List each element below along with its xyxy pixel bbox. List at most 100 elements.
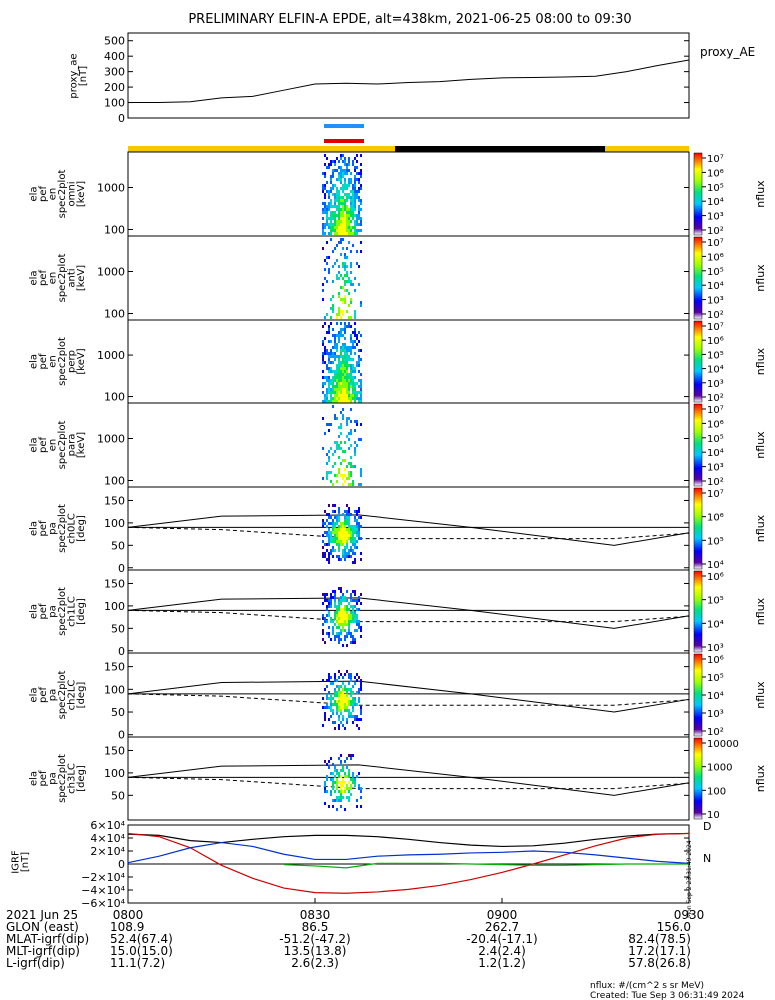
colorbar-tick-label: 10⁵ [707,434,724,445]
spectrogram-pixel [332,504,334,507]
spectrogram-frame [127,486,690,571]
spectrogram-pixel [322,187,324,190]
spectrogram-pixel [328,193,330,196]
spectrogram-pixel [344,688,346,691]
spectrogram-pixel [360,304,362,307]
spectrogram-pixel [338,367,340,370]
spectrogram-pixel [348,220,350,223]
spectrogram-pixel [356,513,358,516]
spectrogram-pixel [322,477,324,480]
spectrogram-pixel [338,519,340,522]
spectrogram-pixel [342,483,344,486]
spectrogram-pixel [342,172,344,175]
spectrogram-pixel [334,193,336,196]
spectrogram-pixel [340,397,342,400]
spectrogram-pixel [342,608,344,611]
spectrogram-pixel [350,352,352,355]
spectrogram-pixel [342,205,344,208]
spectrogram-pixel [342,211,344,214]
spectrogram-pixel [332,304,334,307]
colorbar-tick-label: 10⁷ [707,405,724,416]
spectrogram-pixel [340,199,342,202]
spectrogram-pixel [346,555,348,558]
spectrogram-pixel [336,787,338,790]
x-tick-label: 0930 [674,908,705,922]
spectrogram-pixel [332,549,334,552]
spectrogram-pixel [328,376,330,379]
spectrogram-pixel [348,474,350,477]
spectrogram-pixel [356,602,358,605]
spectrogram-pixel [338,757,340,760]
spectrogram-pixel [348,364,350,367]
spectrogram-pixel [338,608,340,611]
igrf-tick-label: −4×10⁴ [81,884,125,897]
spectrogram-pixel [344,546,346,549]
spectrogram-pixel [360,199,362,202]
spectrogram-pixel [344,537,346,540]
spectrogram-pixel [328,268,330,271]
spectrogram-pixel [334,679,336,682]
x-row-value: 15.0(15.0) [110,944,173,958]
spectrogram-pixel [334,223,336,226]
spectrogram-pixel [338,715,340,718]
spectrogram-pixel [344,355,346,358]
spectrogram-pixel [350,385,352,388]
spectrogram-pixel [340,474,342,477]
spectrogram-pixel [334,590,336,593]
spectrogram-pixel [350,429,352,432]
spectrogram-pixel [340,423,342,426]
spectrogram-pixel [344,208,346,211]
y-axis-label-line: para [66,434,77,457]
y-axis-label-line: ela [28,270,39,285]
spectrogram-pixel [342,626,344,629]
spectrogram-pixel [324,211,326,214]
spectrogram-pixel [344,373,346,376]
spectrogram-pixel [328,232,330,235]
spectrogram-pixel [342,694,344,697]
loss-cone-line [127,764,690,796]
spectrogram-pixel [356,724,358,727]
x-row-value: 52.4(67.4) [110,932,173,946]
ae-y-tick-label: 0 [118,112,125,125]
spectrogram-pixel [336,685,338,688]
spectrogram-pixel [360,438,362,441]
spectrogram-pixel [354,310,356,313]
spectrogram-pixel [332,397,334,400]
spectrogram-pixel [348,196,350,199]
spectrogram-pixel [328,766,330,769]
spectrogram-pixel [354,208,356,211]
spectrogram-pixel [344,379,346,382]
spectrogram-pixel [334,217,336,220]
footer-created: Created: Tue Sep 3 06:31:49 2024 [590,991,745,1000]
spectrogram-pixel [330,361,332,364]
spectrogram-pixel [322,298,324,301]
spectrogram-pixel [350,229,352,232]
spectrogram-pixel [326,694,328,697]
y-axis-label-line: ch3LC [66,763,77,794]
spectrogram-pixel [346,635,348,638]
spectrogram-pixel [350,373,352,376]
spectrogram-pixel [340,673,342,676]
spectrogram-pixel [334,611,336,614]
spectrogram-pixel [340,754,342,757]
spectrogram-pixel [346,516,348,519]
spectrogram-pixel [322,283,324,286]
spectrogram-pixel [336,703,338,706]
spectrogram-pixel [336,205,338,208]
spectrogram-pixel [350,465,352,468]
spectrogram-pixel [322,724,324,727]
spectrogram-pixel [358,531,360,534]
y-axis-label-line: spec2plot [57,170,68,219]
spectrogram-pixel [348,447,350,450]
spectrogram-pixel [344,253,346,256]
spectrogram-pixel [324,226,326,229]
spectrogram-pixel [346,504,348,507]
spectrogram-pixel [342,778,344,781]
spectrogram-pixel [340,691,342,694]
spectrogram-pixel [346,435,348,438]
spectrogram-pixel [342,531,344,534]
spectrogram-pixel [360,423,362,426]
spectrogram-pixel [328,226,330,229]
spectrogram-pixel [350,346,352,349]
spectrogram-pixel [338,700,340,703]
